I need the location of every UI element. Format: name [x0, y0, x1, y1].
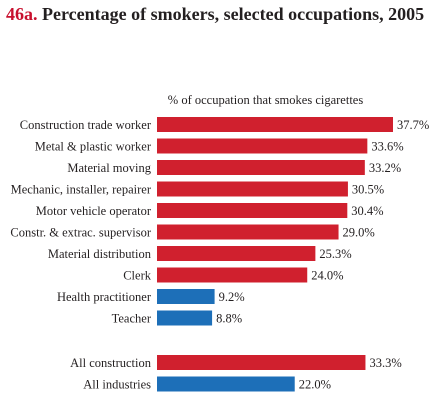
data-label: 37.7%: [397, 118, 429, 132]
data-label: 30.5%: [352, 183, 384, 197]
bar-teacher: [157, 310, 213, 326]
data-label: 24.0%: [311, 269, 343, 283]
data-label: 22.0%: [299, 378, 331, 392]
chart-subtitle: % of occupation that smokes cigarettes: [167, 93, 364, 107]
bar-construction-trade-worker: [157, 117, 393, 132]
category-label: Clerk: [123, 269, 152, 283]
category-label: Material distribution: [48, 247, 152, 261]
category-label: Metal & plastic worker: [35, 140, 152, 154]
category-label: Construction trade worker: [20, 118, 152, 132]
bar-mechanic-installer-repairer: [157, 181, 348, 197]
data-label: 25.3%: [319, 247, 351, 261]
category-label: Material moving: [67, 161, 151, 175]
bar-health-practitioner: [157, 289, 215, 304]
bar-constr-extrac-supervisor: [157, 224, 339, 240]
data-label: 29.0%: [343, 226, 375, 240]
bar-all-construction: [157, 355, 366, 370]
data-label: 8.8%: [216, 312, 242, 326]
category-label: All industries: [83, 378, 151, 392]
title-text: Percentage of smokers, selected occupati…: [42, 4, 425, 24]
bar-metal-plastic-worker: [157, 138, 368, 154]
figure-number: 46a.: [6, 4, 38, 24]
category-label: Teacher: [112, 312, 152, 326]
category-label: Constr. & extrac. supervisor: [10, 226, 151, 240]
category-label: Motor vehicle operator: [36, 204, 152, 218]
category-label: Mechanic, installer, repairer: [11, 183, 152, 197]
category-label: All construction: [70, 356, 152, 370]
bar-material-distribution: [157, 246, 316, 261]
chart-title: 46a. Percentage of smokers, selected occ…: [6, 4, 424, 25]
data-label: 33.2%: [369, 161, 401, 175]
category-label: Health practitioner: [57, 290, 152, 304]
data-label: 33.3%: [369, 356, 401, 370]
data-label: 30.4%: [351, 204, 383, 218]
bar-material-moving: [157, 160, 365, 175]
data-label: 9.2%: [219, 290, 245, 304]
data-label: 33.6%: [371, 140, 403, 154]
bar-all-industries: [157, 376, 295, 392]
bar-clerk: [157, 267, 308, 283]
bar-motor-vehicle-operator: [157, 203, 348, 218]
